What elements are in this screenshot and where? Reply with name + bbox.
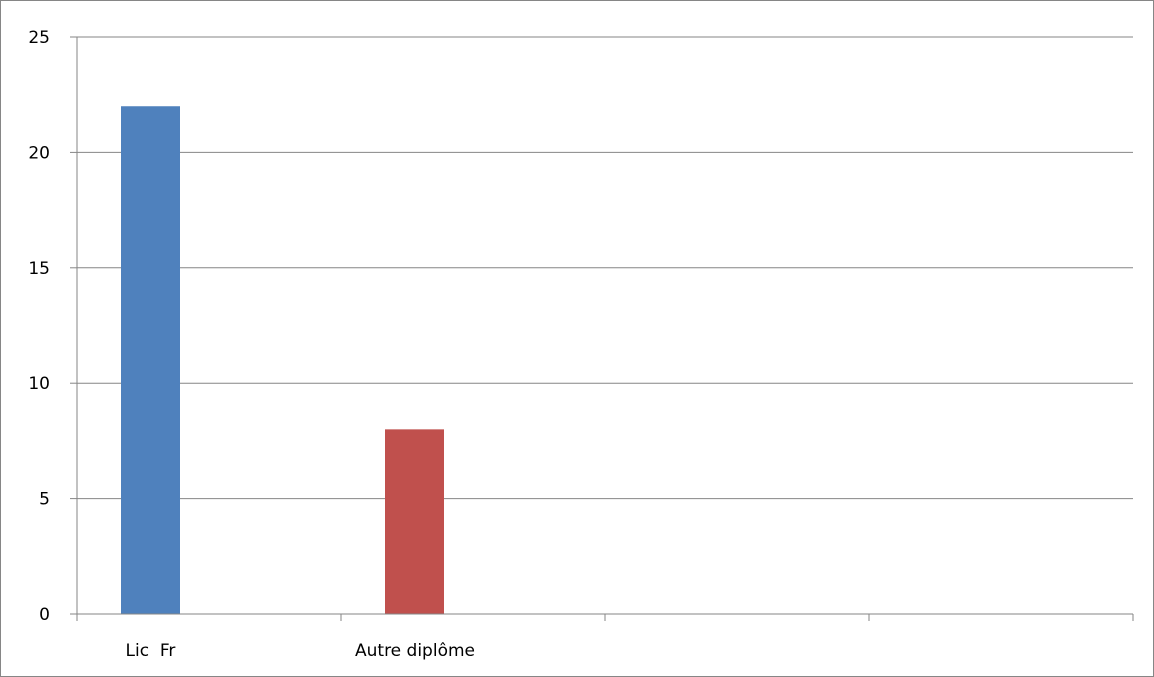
bar-autre-diplôme — [385, 429, 444, 614]
y-tick-labels: 0 5 10 15 20 25 — [28, 28, 50, 625]
x-tick-label-0: Lic Fr — [126, 641, 176, 661]
bars — [121, 106, 444, 615]
gridlines — [77, 36, 1133, 500]
bar-lic-fr — [121, 106, 180, 615]
y-tick-label-15: 15 — [28, 259, 50, 279]
y-tick-label-0: 0 — [39, 605, 50, 625]
y-tick-label-5: 5 — [39, 490, 50, 510]
y-tick-label-25: 25 — [28, 28, 50, 48]
axes — [70, 36, 1134, 621]
x-tick-label-1: Autre diplôme — [355, 641, 475, 661]
y-tick-label-10: 10 — [28, 374, 50, 394]
y-tick-label-20: 20 — [28, 143, 50, 163]
x-tick-labels: Lic Fr Autre diplôme — [126, 641, 475, 661]
